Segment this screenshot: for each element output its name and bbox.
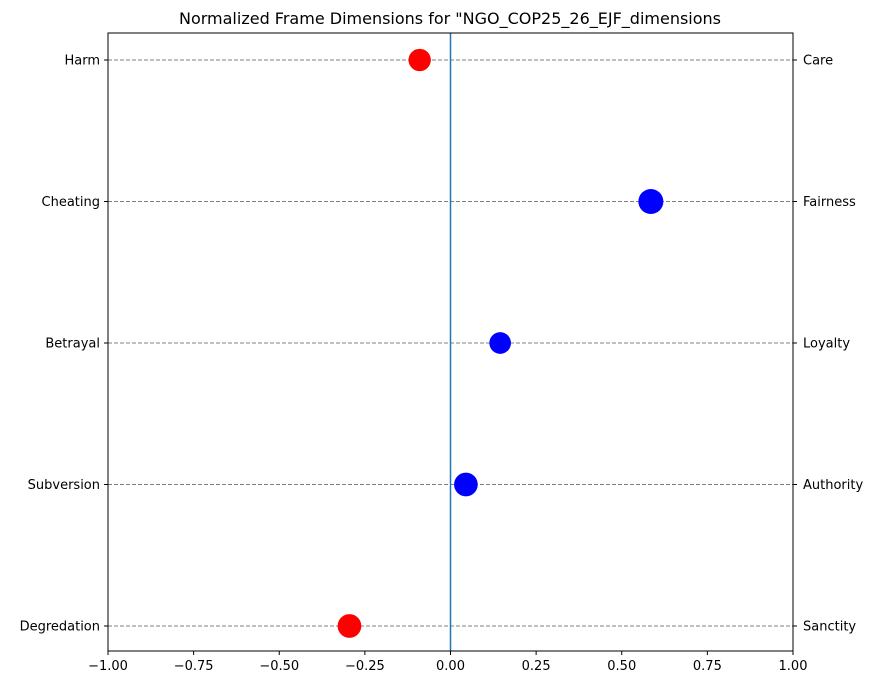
x-tick-label: −1.00 xyxy=(88,659,128,674)
left-tick-label: Subversion xyxy=(28,478,100,493)
x-tick-label: 0.75 xyxy=(693,659,722,674)
left-tick-label: Degredation xyxy=(20,620,100,635)
right-tick-label: Loyalty xyxy=(803,337,850,352)
data-points xyxy=(337,48,664,638)
x-tick-label: −0.50 xyxy=(259,659,299,674)
right-tick-label: Care xyxy=(803,54,833,69)
data-point xyxy=(454,472,478,497)
x-tick-label: −0.25 xyxy=(345,659,385,674)
right-tick-label: Fairness xyxy=(803,195,856,210)
chart-title: Normalized Frame Dimensions for "NGO_COP… xyxy=(179,9,721,29)
left-tick-label: Cheating xyxy=(42,195,100,210)
x-axis: −1.00 −0.75 −0.50 −0.25 0.00 0.25 0.50 0.75 1.00 xyxy=(88,651,807,674)
right-tick-label: Authority xyxy=(803,478,863,493)
data-point xyxy=(638,189,664,214)
left-tick-label: Harm xyxy=(64,54,100,69)
x-tick-label: 1.00 xyxy=(779,659,808,674)
left-axis: Harm Cheating Betrayal Subversion Degredatio… xyxy=(20,54,108,635)
right-tick-label: Sanctity xyxy=(803,620,856,635)
right-axis: Care Fairness Loyalty Authority Sanctity xyxy=(793,54,863,635)
data-point xyxy=(337,614,362,638)
x-tick-label: 0.50 xyxy=(607,659,636,674)
left-tick-label: Betrayal xyxy=(45,337,100,352)
x-tick-label: 0.25 xyxy=(522,659,551,674)
x-tick-label: 0.00 xyxy=(436,659,465,674)
data-point xyxy=(408,48,431,72)
data-point xyxy=(489,332,511,354)
x-tick-label: −0.75 xyxy=(174,659,214,674)
